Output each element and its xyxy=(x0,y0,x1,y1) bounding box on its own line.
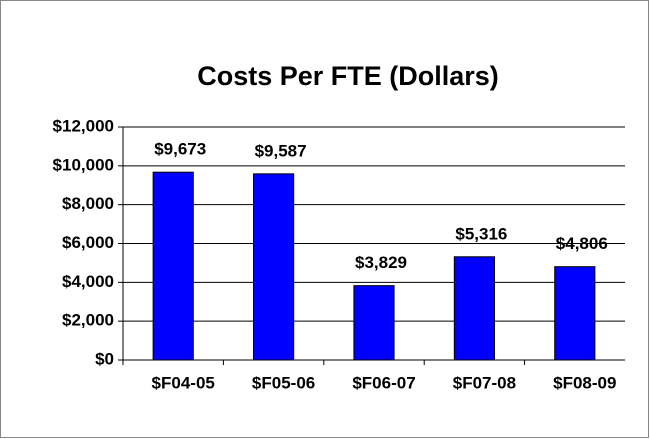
x-tick-label: $F08-09 xyxy=(553,373,616,392)
x-tick-label: $F06-07 xyxy=(352,373,415,392)
y-tick-label: $8,000 xyxy=(62,194,114,213)
y-tick-label: $6,000 xyxy=(62,233,114,252)
bar xyxy=(453,256,495,361)
bar xyxy=(353,285,395,361)
y-tick-label: $2,000 xyxy=(62,311,114,330)
y-tick-label: $4,000 xyxy=(62,272,114,291)
value-label: $9,673 xyxy=(154,140,206,159)
y-tick-label: $0 xyxy=(95,349,114,368)
value-label: $9,587 xyxy=(255,141,307,160)
x-tick-label: $F04-05 xyxy=(152,373,215,392)
x-tick-label: $F05-06 xyxy=(252,373,315,392)
x-tick-label: $F07-08 xyxy=(453,373,516,392)
bar xyxy=(152,171,194,361)
y-tick-label: $12,000 xyxy=(53,116,114,135)
value-label: $5,316 xyxy=(455,224,507,243)
bar xyxy=(253,173,295,361)
chart-title: Costs Per FTE (Dollars) xyxy=(197,61,499,91)
value-label: $4,806 xyxy=(556,234,608,253)
y-tick-label: $10,000 xyxy=(53,155,114,174)
bar xyxy=(554,266,596,361)
value-label: $3,829 xyxy=(355,253,407,272)
